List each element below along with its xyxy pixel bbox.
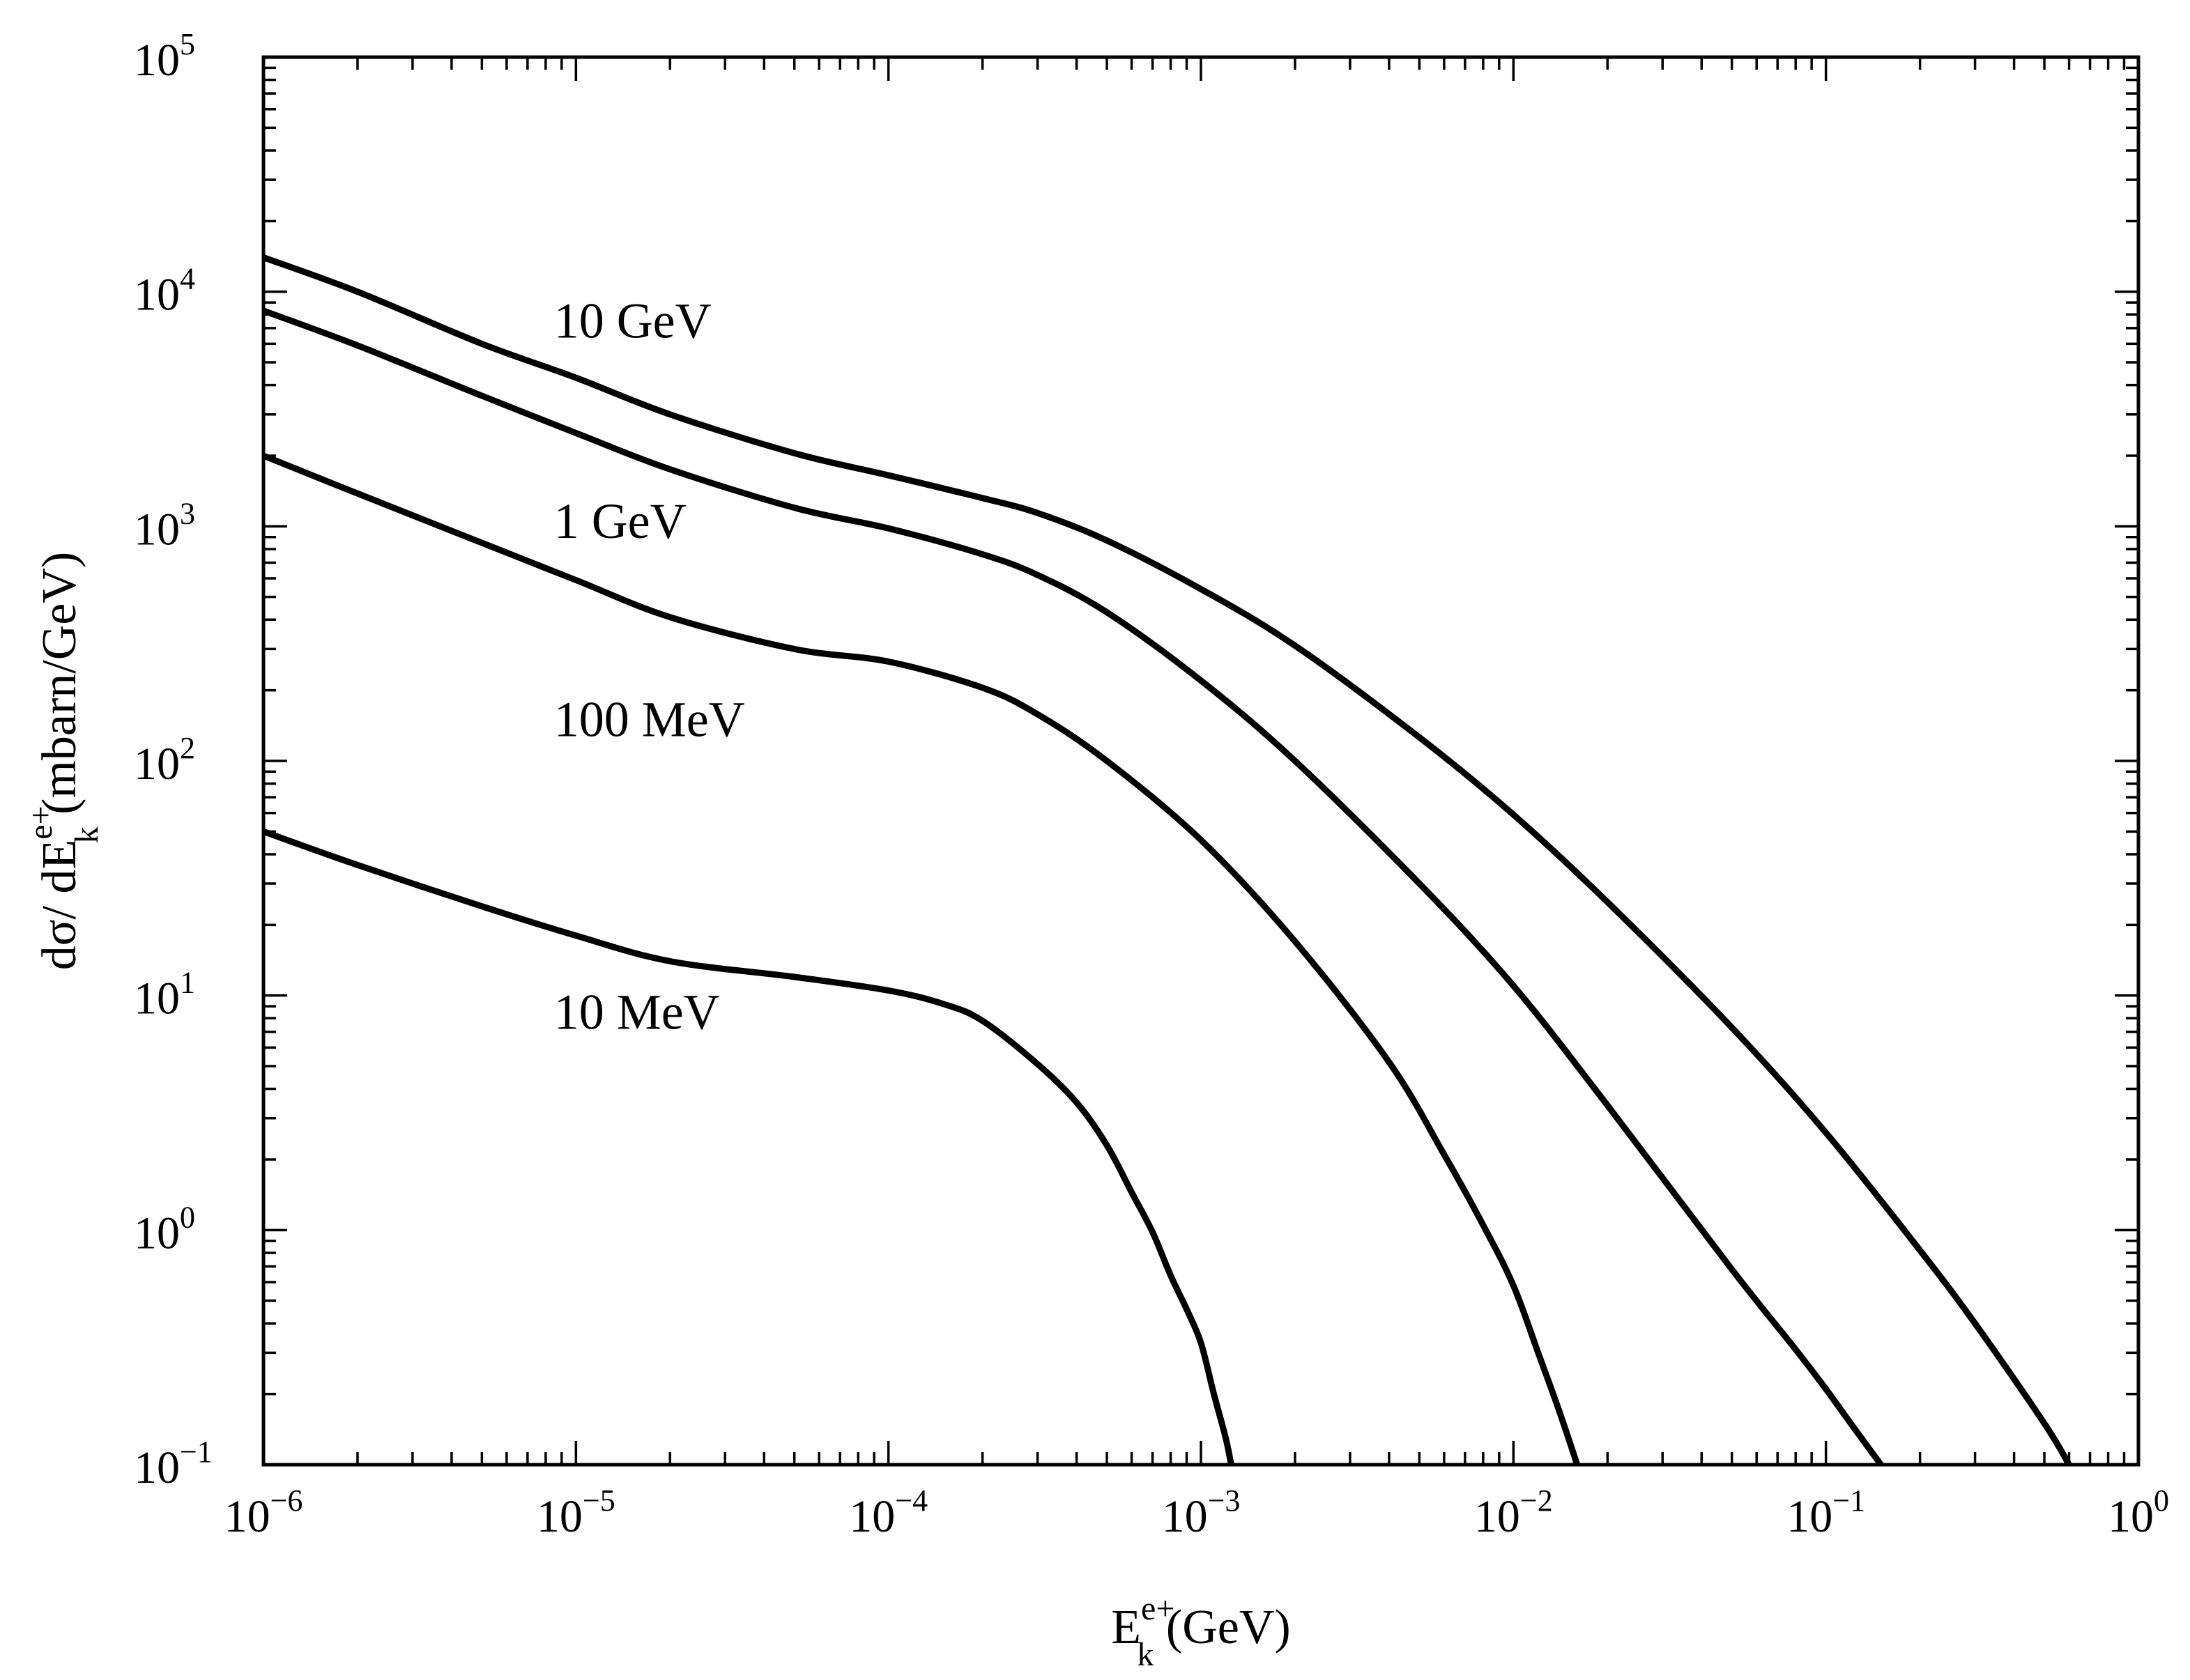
y-tick-label: 105 xyxy=(134,27,195,86)
x-axis-title: Ee+ k (GeV) xyxy=(1111,1590,1290,1673)
y-axis-title: dσ/ dEe+ k (mbarn/GeV) xyxy=(22,552,105,970)
x-tick-label: 10−3 xyxy=(1162,1484,1241,1542)
x-tick-label: 10−2 xyxy=(1474,1484,1553,1542)
y-tick-label: 100 xyxy=(134,1200,195,1258)
y-tick-label: 104 xyxy=(134,262,195,321)
x-tick-label: 10−5 xyxy=(537,1484,615,1542)
y-tick-labels: 10−1 100 101 102 103 104 105 xyxy=(134,27,213,1493)
curve-10-gev xyxy=(262,254,2072,1467)
curve-1-gev xyxy=(262,307,1884,1467)
x-tick-label: 100 xyxy=(2108,1484,2169,1542)
tick-marks xyxy=(262,57,2138,1466)
x-tick-label: 10−6 xyxy=(224,1484,303,1542)
y-tick-label: 102 xyxy=(134,731,195,789)
plot-frame xyxy=(261,55,2141,1467)
curve-10-mev xyxy=(262,829,1234,1465)
x-tick-label: 10−1 xyxy=(1786,1484,1865,1542)
curve-labels: 10 GeV 1 GeV 100 MeV 10 MeV xyxy=(554,293,745,1040)
curve-label-10-gev: 10 GeV xyxy=(554,293,712,349)
curve-label-10-mev: 10 MeV xyxy=(554,984,720,1040)
curve-100-mev xyxy=(262,452,1581,1466)
y-tick-label: 10−1 xyxy=(134,1435,213,1493)
x-tick-label: 10−4 xyxy=(849,1484,928,1542)
x-tick-labels: 10−6 10−5 10−4 10−3 10−2 10−1 100 xyxy=(224,1484,2169,1542)
y-tick-label: 103 xyxy=(134,496,195,555)
y-tick-label: 101 xyxy=(134,966,195,1024)
curve-label-1-gev: 1 GeV xyxy=(554,493,687,549)
curves xyxy=(262,254,2072,1467)
curve-label-100-mev: 100 MeV xyxy=(554,692,745,748)
